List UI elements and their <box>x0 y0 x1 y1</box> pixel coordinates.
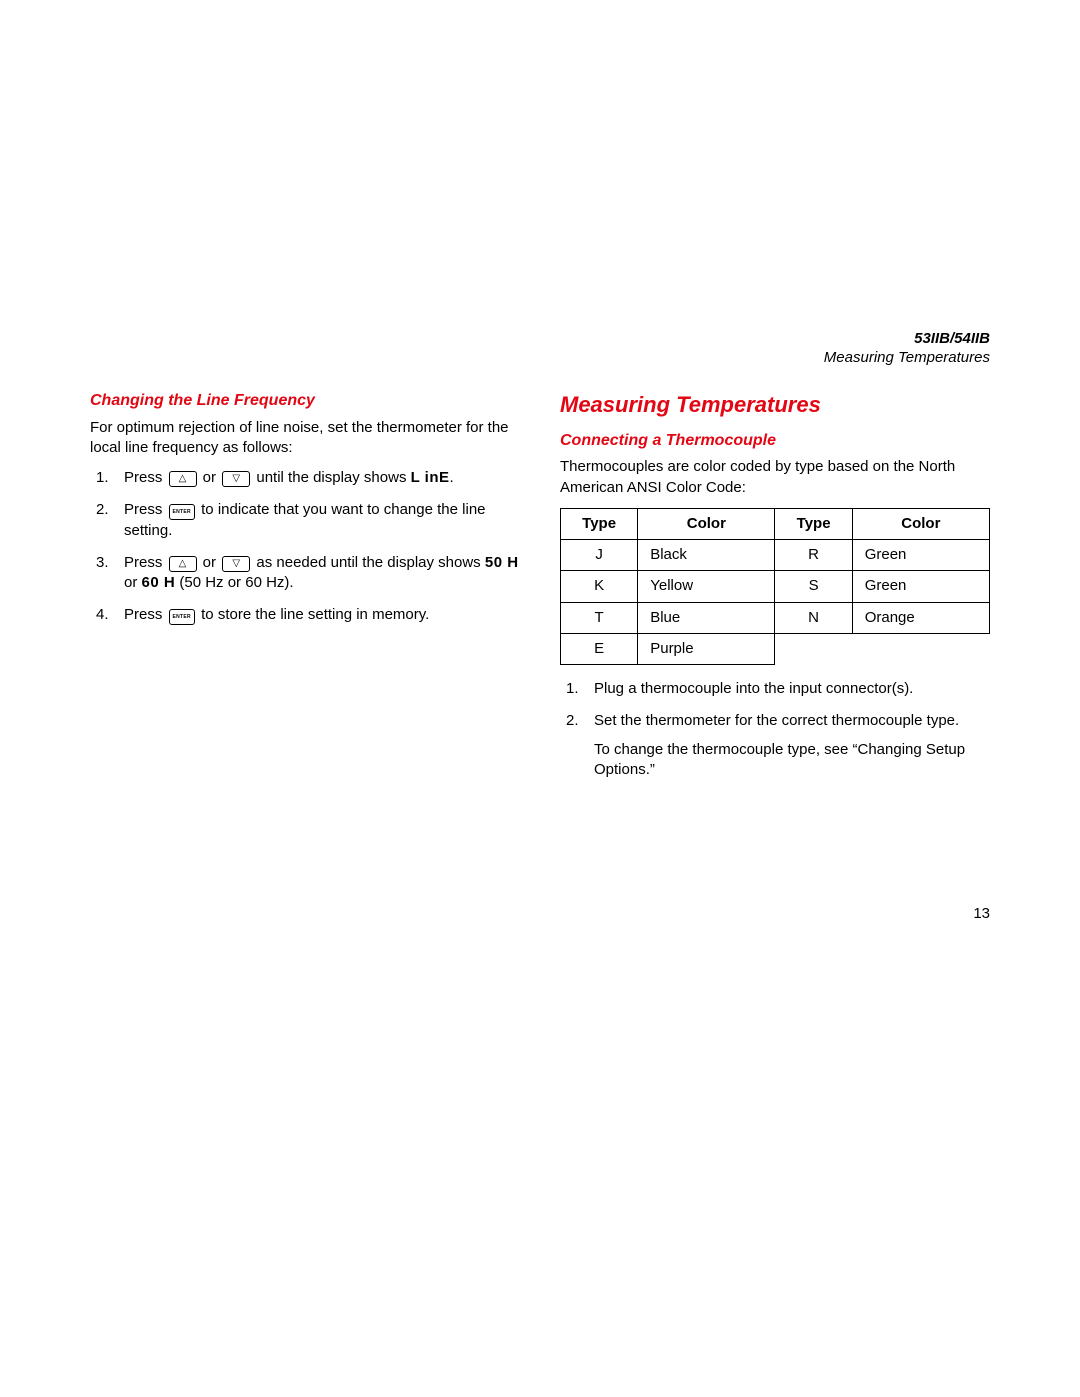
heading-measuring-temperatures: Measuring Temperatures <box>560 390 990 420</box>
table-row: K Yellow S Green <box>561 571 990 602</box>
step-4: Press ENTER to store the line setting in… <box>90 605 520 625</box>
step-1: Press △ or ▽ until the display shows L i… <box>90 468 520 488</box>
page-number: 13 <box>973 905 990 922</box>
text: Press <box>124 469 167 486</box>
th-color: Color <box>638 508 775 539</box>
page: 53IIB/54IIB Measuring Temperatures Chang… <box>0 0 1080 1397</box>
cell-color: Blue <box>638 602 775 633</box>
up-key-icon: △ <box>169 471 197 487</box>
cell-type: K <box>561 571 638 602</box>
text: Press <box>124 501 167 518</box>
text: as needed until the display shows <box>252 554 485 571</box>
cell-color: Orange <box>852 602 989 633</box>
cell-type: T <box>561 602 638 633</box>
thermocouple-table: Type Color Type Color J Black R Green K <box>560 508 990 665</box>
header-subtitle: Measuring Temperatures <box>824 349 990 368</box>
text: (50 Hz or 60 Hz). <box>175 574 293 591</box>
th-color: Color <box>852 508 989 539</box>
up-key-icon: △ <box>169 556 197 572</box>
cell-type: R <box>775 540 852 571</box>
left-column: Changing the Line Frequency For optimum … <box>90 390 520 792</box>
text: or <box>199 554 221 571</box>
cell-color: Green <box>852 571 989 602</box>
table-header-row: Type Color Type Color <box>561 508 990 539</box>
enter-key-icon: ENTER <box>169 504 195 520</box>
down-key-icon: ▽ <box>222 471 250 487</box>
text: Press <box>124 606 167 623</box>
step-2: Press ENTER to indicate that you want to… <box>90 500 520 541</box>
step-3: Press △ or ▽ as needed until the display… <box>90 553 520 594</box>
text: Press <box>124 554 167 571</box>
cell-empty <box>775 633 990 664</box>
cell-type: E <box>561 633 638 664</box>
th-type: Type <box>775 508 852 539</box>
intro-line-frequency: For optimum rejection of line noise, set… <box>90 418 520 459</box>
table-row: E Purple <box>561 633 990 664</box>
text: to store the line setting in memory. <box>197 606 429 623</box>
columns: Changing the Line Frequency For optimum … <box>90 390 990 792</box>
cell-color: Purple <box>638 633 775 664</box>
text: To change the thermocouple type, see “Ch… <box>594 741 965 778</box>
lcd-text: 60 H <box>142 574 176 591</box>
table-row: T Blue N Orange <box>561 602 990 633</box>
text: . <box>450 469 454 486</box>
cell-color: Green <box>852 540 989 571</box>
cell-type: N <box>775 602 852 633</box>
step-2: Set the thermometer for the correct ther… <box>560 711 990 780</box>
lcd-text: L inE <box>411 469 450 486</box>
enter-key-icon: ENTER <box>169 609 195 625</box>
cell-color: Black <box>638 540 775 571</box>
cell-color: Yellow <box>638 571 775 602</box>
th-type: Type <box>561 508 638 539</box>
text: Plug a thermocouple into the input conne… <box>594 680 913 697</box>
right-column: Measuring Temperatures Connecting a Ther… <box>560 390 990 792</box>
down-key-icon: ▽ <box>222 556 250 572</box>
text: or <box>124 574 142 591</box>
cell-type: S <box>775 571 852 602</box>
text: Set the thermometer for the correct ther… <box>594 712 959 729</box>
lcd-text: 50 H <box>485 554 519 571</box>
step-1: Plug a thermocouple into the input conne… <box>560 679 990 699</box>
page-header: 53IIB/54IIB Measuring Temperatures <box>824 330 990 368</box>
text: until the display shows <box>252 469 410 486</box>
intro-thermocouple: Thermocouples are color coded by type ba… <box>560 457 990 498</box>
cell-type: J <box>561 540 638 571</box>
table-row: J Black R Green <box>561 540 990 571</box>
line-frequency-steps: Press △ or ▽ until the display shows L i… <box>90 468 520 626</box>
text: or <box>199 469 221 486</box>
header-model: 53IIB/54IIB <box>824 330 990 349</box>
heading-line-frequency: Changing the Line Frequency <box>90 390 520 412</box>
thermocouple-steps: Plug a thermocouple into the input conne… <box>560 679 990 780</box>
heading-connecting-thermocouple: Connecting a Thermocouple <box>560 430 990 452</box>
